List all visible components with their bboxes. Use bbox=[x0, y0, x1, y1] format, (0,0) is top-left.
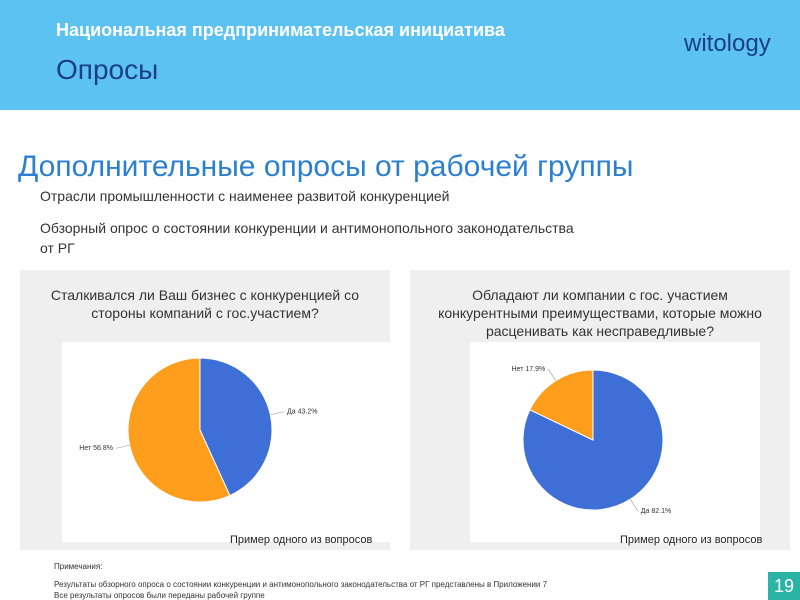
question: Сталкивался ли Ваш бизнес с конкуренцией… bbox=[50, 287, 360, 321]
header-subtitle: Опросы bbox=[56, 54, 159, 85]
header-title: Национальная предпринимательская инициат… bbox=[56, 20, 505, 40]
data-label: Нет 17.9% bbox=[511, 366, 545, 373]
caption: Пример одного из вопросов bbox=[620, 534, 763, 546]
note: Все результаты опросов были переданы раб… bbox=[54, 591, 265, 600]
pie-chart: Да 82.1% Нет 17.9% bbox=[470, 342, 760, 542]
logo: witology bbox=[684, 30, 771, 57]
leader-line bbox=[115, 444, 130, 449]
data-label: Да 82.1% bbox=[641, 508, 671, 515]
bullet: Отрасли промышленности с наименее развит… bbox=[40, 188, 450, 204]
leader-line bbox=[270, 411, 285, 416]
pie-slice bbox=[529, 369, 594, 441]
bullet: Обзорный опрос о состоянии конкуренции и… bbox=[40, 220, 574, 256]
data-label: Да 43.2% bbox=[287, 409, 317, 416]
leader-line bbox=[630, 499, 639, 512]
question: Обладают ли компании с гос. участием кон… bbox=[438, 287, 762, 339]
note: Результаты обзорного опроса о состоянии … bbox=[54, 580, 548, 589]
leader-line bbox=[547, 368, 556, 381]
page-number: 19 bbox=[768, 572, 800, 600]
pie-chart: Да 43.2% Нет 56.8% bbox=[62, 342, 390, 542]
header-band bbox=[0, 0, 800, 110]
caption: Пример одного из вопросов bbox=[230, 534, 373, 546]
data-label: Нет 56.8% bbox=[79, 445, 113, 452]
notes-title: Примечания: bbox=[54, 562, 103, 571]
pie-slice bbox=[127, 357, 231, 503]
heading: Дополнительные опросы от рабочей группы bbox=[18, 150, 634, 183]
